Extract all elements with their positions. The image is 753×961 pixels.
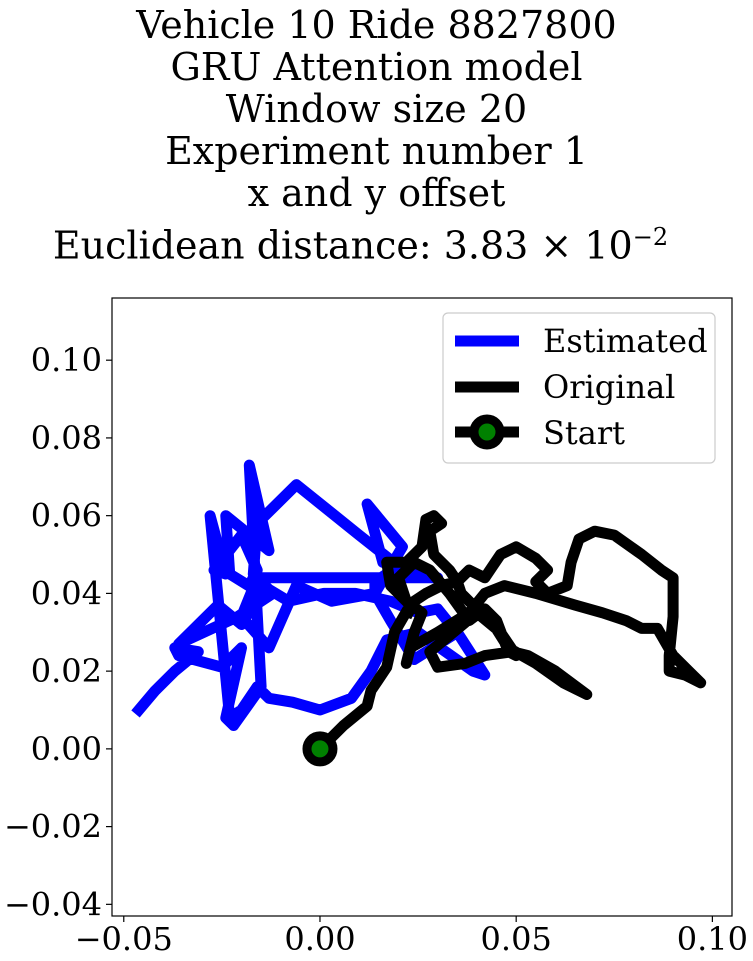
y-tick-label: −0.04	[4, 885, 102, 923]
title-line-1: Vehicle 10 Ride 8827800	[136, 3, 617, 47]
legend-box	[442, 312, 716, 464]
legend-start-marker	[469, 414, 505, 450]
series-original-line	[316, 510, 707, 753]
y-tick-label: 0.04	[31, 574, 102, 612]
title-line-5: x and y offset	[247, 171, 506, 215]
title-line-6-exponent: −2	[632, 223, 669, 251]
title-line-4: Experiment number 1	[165, 129, 588, 173]
y-tick-label: 0.00	[31, 730, 102, 768]
title-line-3: Window size 20	[225, 87, 528, 131]
series-estimated-line	[131, 459, 491, 731]
y-tick-label: −0.02	[4, 808, 102, 846]
title-line-2: GRU Attention model	[170, 45, 583, 89]
y-tick-label: 0.10	[31, 341, 102, 379]
series-layer	[131, 459, 707, 753]
y-tick-label: 0.08	[31, 419, 102, 457]
title-line-6: Euclidean distance: 3.83 × 10−2	[0, 216, 737, 267]
start-point-marker	[302, 731, 338, 767]
x-tick-label: 0.05	[481, 920, 552, 958]
x-tick-label: −0.05	[75, 920, 173, 958]
x-tick-label: 0.10	[677, 920, 748, 958]
y-tick-label: 0.02	[31, 652, 102, 690]
legend-original-label: Original	[543, 368, 675, 406]
legend-estimated-label: Estimated	[543, 322, 708, 360]
legend: Estimated Original Start	[442, 312, 716, 464]
x-tick-label: 0.00	[284, 920, 355, 958]
y-tick-label: 0.06	[31, 497, 102, 535]
legend-start-label: Start	[543, 414, 625, 452]
title-line-6-base: Euclidean distance: 3.83 × 10	[52, 223, 633, 268]
axis-ticks: −0.05 0.00 0.05 0.10 −0.04 −0.02 0.00 0.02 0.04 0…	[4, 341, 748, 958]
